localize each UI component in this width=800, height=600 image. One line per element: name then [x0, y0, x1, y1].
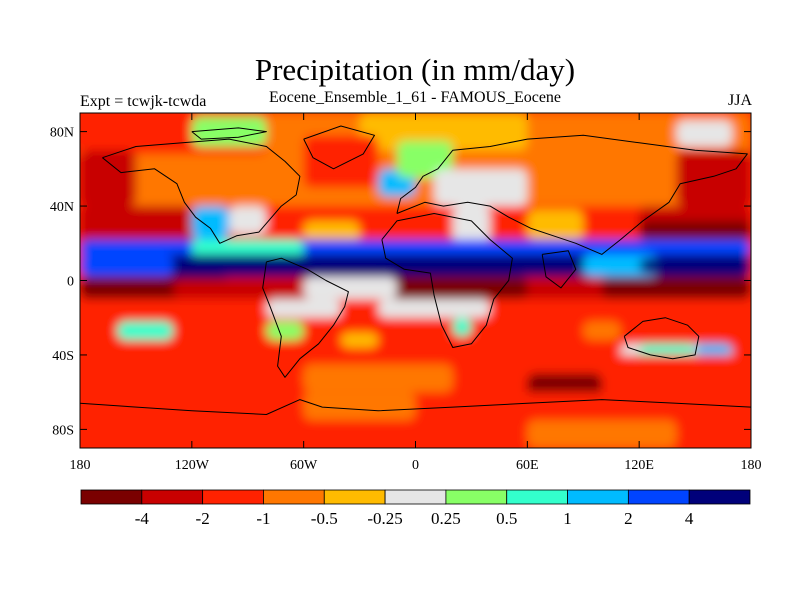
colorbar-swatch — [323, 489, 386, 505]
field-region-30 — [601, 276, 751, 300]
coast-south-america — [262, 257, 349, 378]
lon-tick-label: 120E — [624, 458, 654, 473]
latitude-axis: 80N 40N 0 40S 80S — [50, 126, 751, 438]
lon-tick-label: 0 — [412, 458, 419, 473]
colorbar-label: -1 — [256, 509, 270, 528]
coast-greenland — [303, 125, 375, 170]
season-label: JJA — [727, 92, 752, 109]
field-region-6 — [676, 150, 751, 207]
coast-australia — [623, 317, 700, 360]
field-region-40 — [340, 332, 379, 348]
field-region-25 — [639, 258, 751, 274]
field-region-49 — [303, 392, 416, 421]
colorbar-swatch — [567, 489, 629, 505]
colorbar-label: 0.25 — [431, 509, 461, 528]
field-region-36 — [80, 317, 751, 355]
lon-tick-label: 180 — [741, 458, 762, 473]
lat-tick-label: 80S — [52, 423, 74, 438]
colorbar-label: -2 — [196, 509, 210, 528]
field-region-8 — [564, 153, 677, 207]
coast-india — [541, 250, 577, 289]
colorbar-swatch — [263, 489, 325, 505]
field-region-7 — [303, 135, 379, 188]
field-region-13 — [80, 206, 192, 244]
lon-tick-label: 60E — [516, 458, 539, 473]
colorbar-swatch — [445, 489, 508, 505]
colorbar-swatch — [202, 489, 264, 505]
field-region-15 — [191, 206, 230, 240]
colorbar-swatch — [506, 489, 568, 505]
field-region-5 — [80, 150, 136, 207]
field-region-19 — [303, 220, 360, 244]
colorbar-swatch — [627, 489, 690, 505]
field-region-37 — [117, 321, 174, 341]
experiment-label: Expt = tcwjk-tcwda — [80, 93, 207, 110]
field-region-50 — [527, 420, 677, 448]
field-region-33 — [378, 299, 491, 318]
map-title: Precipitation (in mm/day) — [254, 52, 576, 87]
field-region-39 — [452, 317, 472, 337]
field-region-26 — [639, 220, 751, 240]
field-region-18 — [527, 209, 584, 240]
longitude-axis: 180 120W 60W 0 60E 120E 180 — [70, 113, 762, 473]
field-region-16 — [229, 206, 267, 234]
field-region-38 — [266, 321, 304, 341]
coast-antarctica — [80, 399, 751, 415]
colorbar-label: -0.25 — [367, 509, 402, 528]
colorbar-label: 4 — [685, 509, 694, 528]
colorbar-swatch — [688, 489, 751, 505]
field-region-23 — [80, 254, 174, 277]
lat-tick-label: 40N — [50, 200, 74, 215]
field-region-29 — [378, 276, 528, 300]
colorbar-label: 0.5 — [496, 509, 517, 528]
field-region-24 — [583, 254, 658, 277]
field-region-32 — [266, 299, 341, 318]
coast-africa — [381, 213, 513, 348]
colorbar-swatch — [141, 489, 204, 505]
field-region-21 — [191, 239, 304, 259]
field-region-17 — [452, 206, 491, 244]
colorbar: -4 -2 -1 -0.5 -0.25 0.25 0.5 1 2 4 — [80, 489, 751, 528]
coast-eurasia — [396, 134, 748, 255]
field-region-22 — [80, 254, 751, 277]
field-region-2 — [359, 113, 528, 151]
precipitation-field — [80, 113, 751, 448]
field-region-34 — [303, 276, 397, 300]
colorbar-label: -4 — [135, 509, 150, 528]
coast-arctic-islands — [191, 127, 267, 140]
field-region-3 — [191, 116, 267, 147]
map-subtitle: Eocene_Ensemble_1_61 - FAMOUS_Eocene — [268, 89, 562, 106]
coast-north-america — [102, 138, 301, 244]
lon-tick-label: 60W — [290, 458, 318, 473]
lon-tick-label: 180 — [70, 458, 91, 473]
field-region-10 — [396, 140, 453, 179]
map-area — [80, 113, 751, 448]
coastlines — [80, 125, 751, 415]
lat-tick-label: 80N — [50, 126, 74, 141]
lon-tick-label: 120W — [175, 458, 210, 473]
colorbar-label: 1 — [563, 509, 572, 528]
field-region-44 — [695, 343, 733, 355]
field-region-4 — [676, 120, 733, 147]
field-region-46 — [303, 364, 453, 393]
lat-tick-label: 0 — [67, 275, 74, 290]
colorbar-label: 2 — [624, 509, 633, 528]
field-region-35 — [173, 280, 267, 300]
colorbar-swatch — [384, 489, 447, 505]
field-region-11 — [434, 168, 528, 207]
colorbar-swatch — [80, 489, 143, 505]
field-region-41 — [583, 321, 621, 341]
colorbar-label: -0.5 — [311, 509, 338, 528]
lat-tick-label: 40S — [52, 349, 74, 364]
